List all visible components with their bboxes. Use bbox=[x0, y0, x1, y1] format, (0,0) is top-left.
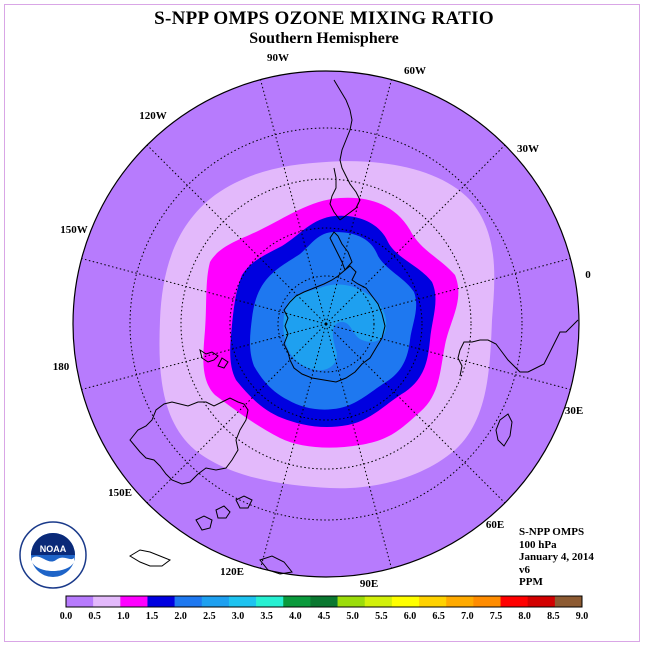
lon-label-30w: 30W bbox=[517, 143, 539, 155]
colorbar-swatch bbox=[473, 596, 501, 607]
lon-label-120w: 120W bbox=[139, 110, 167, 122]
colorbar-tick-label: 6.0 bbox=[404, 611, 417, 622]
latitude-circle bbox=[129, 127, 523, 521]
colorbar-tick-label: 5.5 bbox=[375, 611, 388, 622]
colorbar-swatch bbox=[364, 596, 393, 607]
colorbar-swatch bbox=[310, 596, 338, 607]
colorbar-tick-label: 6.5 bbox=[432, 611, 445, 622]
colorbar-swatch bbox=[554, 596, 583, 607]
colorbar-tick-label: 1.5 bbox=[146, 611, 159, 622]
colorbar-swatch bbox=[228, 596, 257, 607]
colorbar-swatch bbox=[120, 596, 148, 607]
colorbar-tick-label: 2.5 bbox=[203, 611, 216, 622]
colorbar-tick-label: 2.0 bbox=[174, 611, 187, 622]
graticule bbox=[81, 79, 571, 569]
lon-label-0: 0 bbox=[585, 269, 591, 281]
ozone-band-2.5-3.0 bbox=[283, 284, 387, 371]
colorbar-tick-label: 7.5 bbox=[490, 611, 503, 622]
coastlines bbox=[129, 79, 579, 575]
colorbar-swatch bbox=[419, 596, 447, 607]
logo-text: NOAA bbox=[40, 544, 67, 554]
colorbar-swatch bbox=[283, 596, 311, 607]
colorbar-tick-label: 9.0 bbox=[576, 611, 589, 622]
longitude-labels: 90W 60W 30W 0 30E 60E 90E 120E 150E 180 … bbox=[53, 52, 592, 590]
lon-label-60e: 60E bbox=[486, 519, 504, 531]
colorbar-swatch bbox=[147, 596, 175, 607]
info-level: 100 hPa bbox=[519, 538, 557, 551]
colorbar-swatch bbox=[201, 596, 230, 607]
colorbar-tick-label: 8.5 bbox=[547, 611, 560, 622]
australia-coastline bbox=[129, 397, 249, 485]
info-version: v6 bbox=[519, 563, 530, 576]
colorbar-tick-label: 4.0 bbox=[289, 611, 302, 622]
map-border bbox=[72, 70, 580, 578]
logo-upper bbox=[31, 533, 75, 555]
colorbar-tick-label: 0.0 bbox=[60, 611, 73, 622]
info-instrument: S-NPP OMPS bbox=[519, 526, 585, 538]
latitude-circle bbox=[180, 178, 472, 470]
lon-label-90e: 90E bbox=[360, 578, 378, 590]
colorbar-swatch bbox=[391, 596, 420, 607]
antarctica-coastline bbox=[283, 265, 386, 383]
new-zealand-coastline bbox=[199, 348, 229, 369]
map-title: S-NPP OMPS OZONE MIXING RATIO bbox=[154, 8, 494, 29]
madagascar-coastline bbox=[495, 413, 513, 447]
lon-label-180: 180 bbox=[53, 361, 70, 373]
colorbar-outline bbox=[65, 595, 583, 608]
info-units: PPM bbox=[519, 576, 543, 588]
lon-label-60w: 60W bbox=[404, 65, 426, 77]
colorbar-swatch bbox=[256, 596, 284, 607]
lon-label-150w: 150W bbox=[60, 224, 88, 236]
info-block: S-NPP OMPS 100 hPa January 4, 2014 v6 PP… bbox=[519, 526, 594, 589]
colorbar-swatch bbox=[500, 596, 528, 607]
lon-label-120e: 120E bbox=[220, 566, 244, 578]
noaa-logo: NOAA bbox=[19, 521, 87, 589]
lon-label-150e: 150E bbox=[108, 487, 132, 499]
colorbar-tick-label: 3.0 bbox=[232, 611, 245, 622]
south-america-coastline bbox=[329, 79, 361, 221]
lon-label-30e: 30E bbox=[565, 405, 583, 417]
lon-label-90w: 90W bbox=[267, 52, 289, 64]
colorbar-swatch bbox=[93, 596, 121, 607]
colorbar-tick-label: 0.5 bbox=[88, 611, 101, 622]
seagull-icon bbox=[32, 556, 74, 571]
colorbar: 0.0 0.5 1.0 1.5 2.0 2.5 3.0 3.5 4.0 4.5 5.0 5.5 6.0 6… bbox=[60, 595, 589, 622]
colorbar-tick-label: 7.0 bbox=[461, 611, 474, 622]
colorbar-tick-label: 5.0 bbox=[346, 611, 359, 622]
info-date: January 4, 2014 bbox=[519, 551, 594, 563]
colorbar-swatch bbox=[337, 596, 366, 607]
africa-coastline bbox=[457, 319, 579, 377]
southeast-asia-islands bbox=[129, 495, 293, 575]
colorbar-tick-label: 4.5 bbox=[318, 611, 331, 622]
map-subtitle: Southern Hemisphere bbox=[249, 30, 399, 47]
colorbar-swatch bbox=[446, 596, 474, 607]
colorbar-swatch bbox=[174, 596, 203, 607]
colorbar-swatch bbox=[66, 596, 94, 607]
page-frame bbox=[4, 4, 640, 642]
colorbar-tick-label: 1.0 bbox=[117, 611, 130, 622]
latitude-circle bbox=[229, 227, 423, 421]
colorbar-tick-label: 3.5 bbox=[260, 611, 273, 622]
colorbar-tick-label: 8.0 bbox=[518, 611, 531, 622]
antarctic-peninsula bbox=[329, 231, 353, 271]
latitude-circle bbox=[277, 275, 375, 373]
colorbar-swatch bbox=[527, 596, 556, 607]
